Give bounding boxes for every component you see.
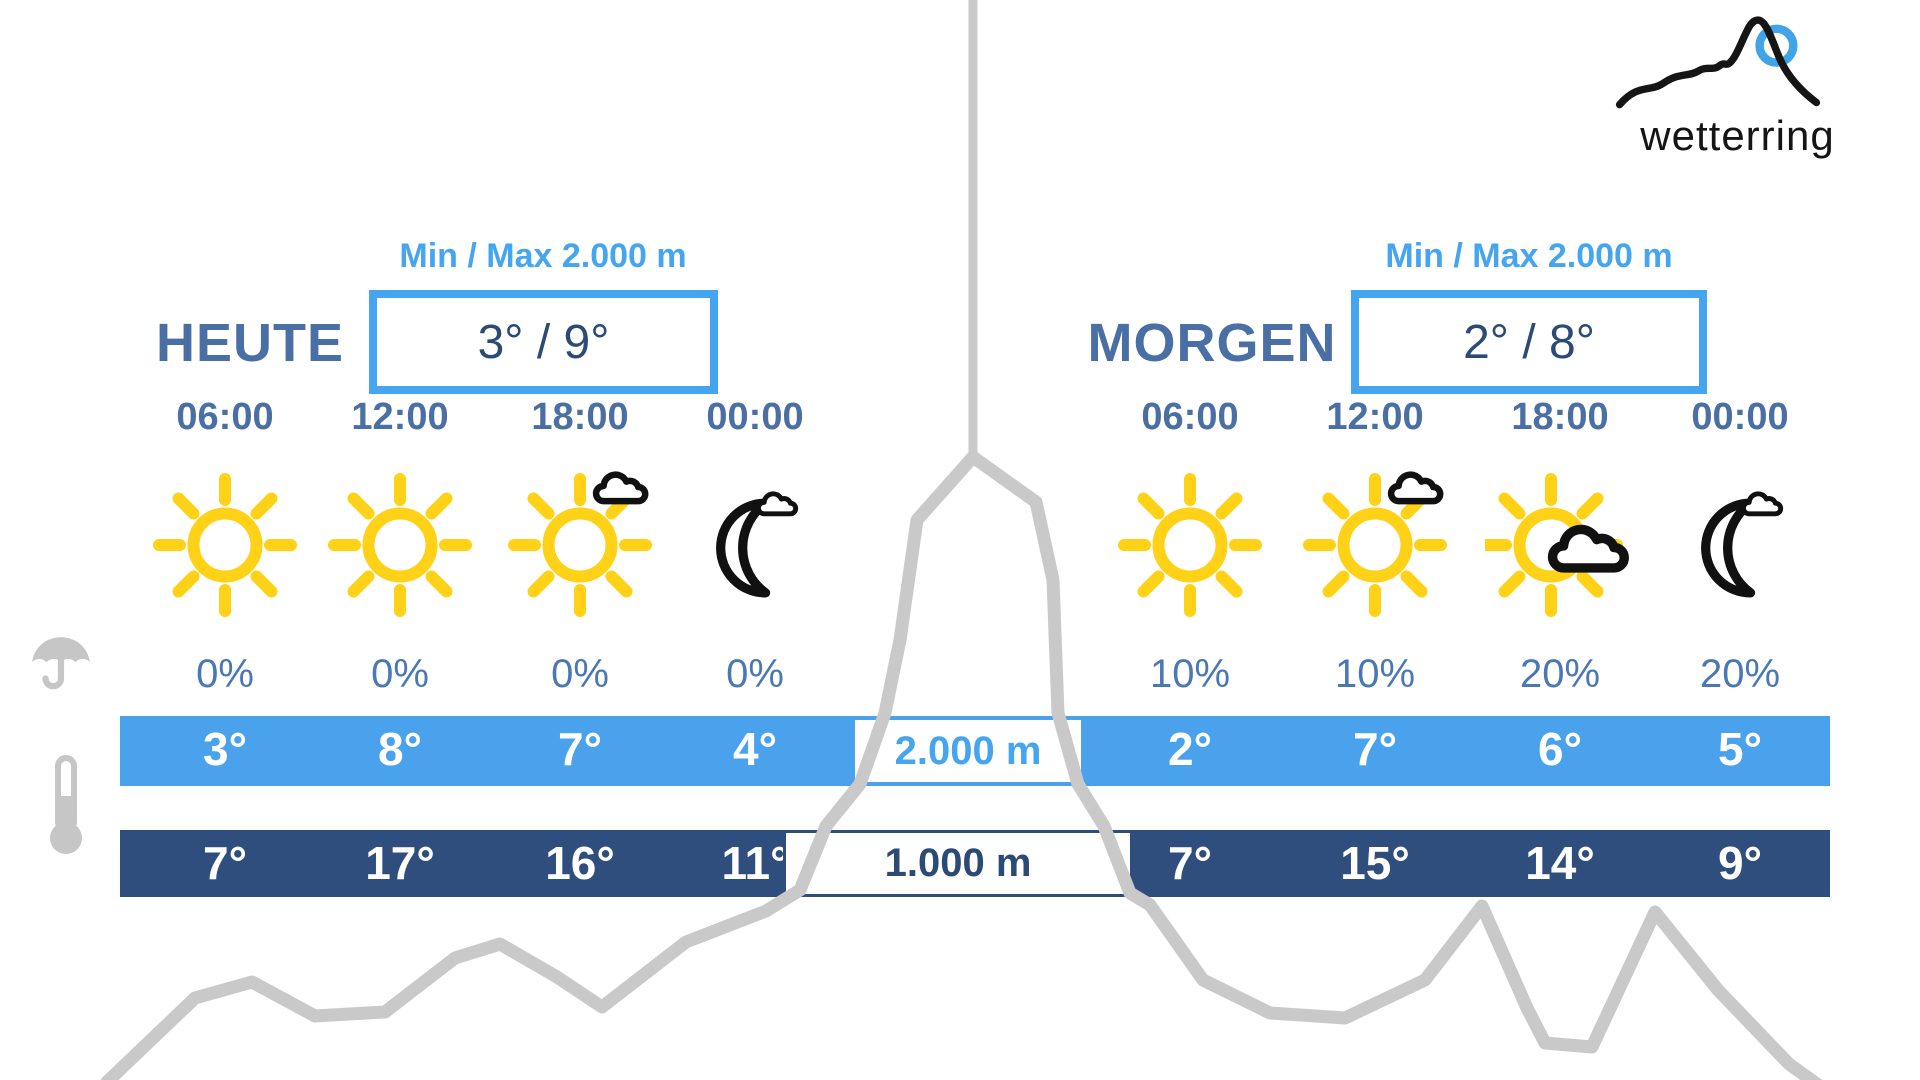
temperature-2000m: 2° xyxy=(1168,723,1212,775)
temperature-1000m: 16° xyxy=(545,837,615,889)
precipitation-probability: 10% xyxy=(1334,652,1416,696)
minmax-label-morgen: Min / Max 2.000 m xyxy=(1385,237,1673,275)
temperature-1000m: 15° xyxy=(1340,837,1410,889)
altitude-label-2000m: 2.000 m xyxy=(855,716,1081,786)
precipitation-probability: 0% xyxy=(726,652,784,696)
moon-cloud-icon xyxy=(1665,470,1815,620)
temperature-2000m: 7° xyxy=(1353,723,1397,775)
hour-label: 06:00 xyxy=(1141,396,1239,438)
temperature-1000m: 17° xyxy=(365,837,435,889)
umbrella-icon xyxy=(28,630,94,696)
logo-mountain-icon xyxy=(1615,16,1821,109)
temperature-2000m: 3° xyxy=(203,723,247,775)
temperature-1000m: 14° xyxy=(1525,837,1595,889)
sun-icon xyxy=(150,470,300,620)
precipitation-probability: 10% xyxy=(1149,652,1231,696)
hour-label: 18:00 xyxy=(1511,396,1609,438)
temperature-1000m: 7° xyxy=(1168,837,1212,889)
sun-cloud-small-icon xyxy=(1300,470,1450,620)
minmax-value-morgen: 2° / 8° xyxy=(1463,315,1595,369)
altitude-label-1000m-text: 1.000 m xyxy=(884,841,1032,885)
temperature-2000m: 8° xyxy=(378,723,422,775)
logo-text: wetterring xyxy=(1640,112,1835,159)
temperature-2000m: 4° xyxy=(733,723,777,775)
hour-label: 00:00 xyxy=(1691,396,1789,438)
temperature-2000m: 5° xyxy=(1718,723,1762,775)
day-title-heute: HEUTE xyxy=(155,313,345,373)
temperature-2000m: 7° xyxy=(558,723,602,775)
hour-label: 12:00 xyxy=(1326,396,1424,438)
precipitation-probability: 0% xyxy=(196,652,254,696)
thermometer-icon xyxy=(38,752,94,860)
temperature-1000m: 11° xyxy=(721,837,789,889)
temperature-1000m: 7° xyxy=(203,837,247,889)
hour-label: 18:00 xyxy=(531,396,629,438)
minmax-box-morgen: 2° / 8° xyxy=(1351,290,1707,394)
sun-icon xyxy=(325,470,475,620)
temperature-2000m: 6° xyxy=(1538,723,1582,775)
minmax-box-heute: 3° / 9° xyxy=(369,290,718,394)
precipitation-probability: 20% xyxy=(1519,652,1601,696)
wetterring-logo: wetterring xyxy=(1615,12,1860,162)
hour-label: 12:00 xyxy=(351,396,449,438)
precipitation-probability: 0% xyxy=(551,652,609,696)
hour-label: 00:00 xyxy=(706,396,804,438)
sun-cloud-large-icon xyxy=(1485,470,1635,620)
sun-cloud-small-icon xyxy=(505,470,655,620)
altitude-label-2000m-text: 2.000 m xyxy=(894,728,1042,773)
day-title-morgen: MORGEN xyxy=(1087,313,1337,373)
precipitation-probability: 20% xyxy=(1699,652,1781,696)
hour-label: 06:00 xyxy=(176,396,274,438)
altitude-label-1000m: 1.000 m xyxy=(783,830,1133,897)
minmax-value-heute: 3° / 9° xyxy=(477,315,610,369)
precipitation-probability: 0% xyxy=(371,652,429,696)
minmax-label-heute: Min / Max 2.000 m xyxy=(399,237,687,275)
moon-cloud-icon xyxy=(680,470,830,620)
temperature-1000m: 9° xyxy=(1718,837,1762,889)
sun-icon xyxy=(1115,470,1265,620)
